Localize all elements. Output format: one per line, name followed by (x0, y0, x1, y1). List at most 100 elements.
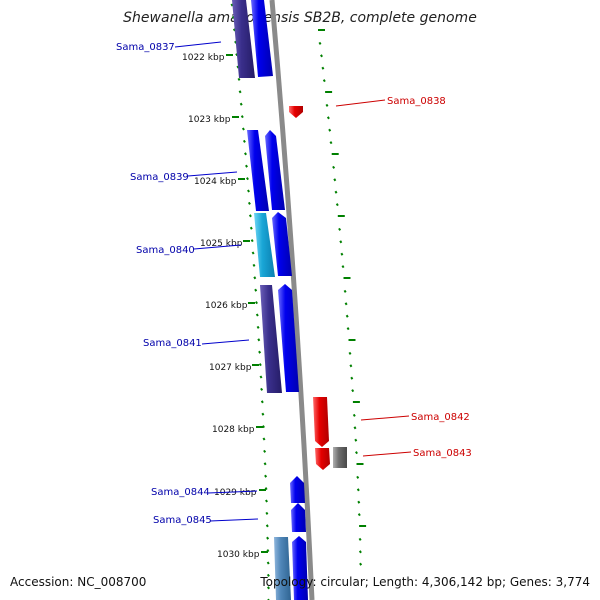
gene-arrow-next-b[interactable] (292, 536, 308, 600)
outer-tick-dash (357, 500, 361, 504)
gene-arrow-sama-0841-a[interactable] (260, 285, 282, 393)
gene-label-sama-0837[interactable]: Sama_0837 (116, 42, 175, 53)
inner-tick-dash (257, 338, 261, 342)
inner-tick-dash (240, 115, 244, 119)
inner-tick-dash (265, 499, 268, 503)
inner-tick-dash (258, 350, 262, 354)
outer-tick-dash (352, 413, 356, 417)
inner-tick-dash (245, 164, 248, 168)
leader-line-sama-0838 (335, 99, 386, 107)
outer-tick-dash (343, 289, 347, 293)
outer-tick-track (318, 29, 367, 566)
gene-arrow-sama-0840-b[interactable] (272, 212, 292, 276)
inner-tick-dash (264, 474, 268, 478)
inner-tick-dash (254, 288, 258, 292)
scale-tick-label: 1022 kbp (182, 53, 225, 63)
inner-tick-dash (263, 462, 267, 466)
gene-arrow-sama-0839-b[interactable] (265, 130, 285, 210)
inner-tick-dash (249, 226, 253, 230)
inner-tick-dash (266, 549, 270, 553)
leader-line-sama-0839 (187, 171, 238, 177)
inner-tick-dash (230, 3, 234, 7)
gene-arrow-sama-0840-a[interactable] (254, 213, 275, 277)
outer-tick-dash (356, 475, 360, 479)
leader-line-sama-0842 (360, 415, 410, 421)
outer-tick-dash (344, 302, 348, 306)
outer-tick-dash (356, 488, 360, 492)
inner-tick-dash (238, 90, 242, 94)
gene-label-sama-0844[interactable]: Sama_0844 (151, 487, 210, 498)
leader-line-sama-0845 (209, 518, 259, 522)
outer-tick-dash (349, 364, 353, 368)
scale-tick-label: 1023 kbp (188, 115, 231, 125)
outer-tick-dash (321, 66, 325, 70)
inner-tick-dash (267, 586, 270, 590)
gene-label-sama-0843[interactable]: Sama_0843 (413, 448, 472, 459)
outer-tick-dash (332, 165, 336, 169)
accession-label: Accession: NC_008700 (10, 575, 147, 589)
gene-label-sama-0841[interactable]: Sama_0841 (143, 338, 202, 349)
inner-tick-dash (247, 201, 251, 205)
gene-label-sama-0840[interactable]: Sama_0840 (136, 245, 195, 256)
inner-tick-dash (261, 412, 265, 416)
inner-tick-dash (231, 15, 235, 19)
inner-tick-dash (260, 400, 264, 404)
map-title: Shewanella amazonensis SB2B, complete ge… (123, 10, 477, 26)
inner-tick-dash (237, 77, 241, 81)
inner-tick-dash (265, 511, 269, 515)
gene-labels: Sama_0837 Sama_0838 Sama_0839 Sama_0840 … (116, 42, 472, 526)
leader-line-sama-0837 (174, 41, 222, 48)
backbone-arc (269, 0, 315, 600)
inner-tick-dash (260, 387, 264, 391)
gene-arrow-sama-0844[interactable] (290, 476, 305, 503)
leader-line-sama-0840 (193, 244, 242, 250)
outer-tick-dash (329, 141, 333, 145)
scale-tick-label: 1030 kbp (217, 550, 260, 560)
outer-tick-dash (351, 389, 355, 393)
gene-arrow-sama-0843-a[interactable] (315, 448, 330, 470)
scale-tick-label: 1028 kbp (212, 425, 255, 435)
inner-tick-dash (266, 573, 270, 577)
inner-tick-dash (251, 251, 255, 255)
gene-arrow-sama-0845[interactable] (291, 503, 306, 532)
outer-tick-dash (358, 550, 362, 554)
scale-tick-label: 1025 kbp (200, 239, 243, 249)
gene-arrow-sama-0838[interactable] (289, 106, 303, 118)
scale-tick-label: 1027 kbp (209, 363, 252, 373)
outer-tick-dash (359, 562, 363, 566)
gene-arrow-next-a[interactable] (274, 537, 291, 600)
inner-tick-dash (252, 263, 256, 267)
outer-tick-dash (357, 513, 361, 517)
scale-ticks: 1022 kbp 1023 kbp 1024 kbp 1025 kbp 1026… (182, 53, 268, 560)
outer-tick-dash (334, 190, 338, 194)
outer-tick-dash (346, 327, 350, 331)
forward-strand-genes (232, 0, 308, 600)
inner-tick-dash (266, 561, 270, 565)
outer-tick-dash (328, 128, 332, 132)
inner-tick-dash (248, 214, 252, 218)
outer-tick-dash (341, 265, 345, 269)
outer-tick-dash (354, 438, 358, 442)
inner-tick-dash (262, 425, 265, 429)
leader-line-sama-0841 (201, 339, 250, 345)
gene-arrow-sama-0842[interactable] (313, 397, 329, 447)
genome-summary: Topology: circular; Length: 4,306,142 bp… (260, 575, 590, 589)
outer-tick-dash (348, 351, 352, 355)
outer-tick-dash (353, 426, 357, 430)
gene-arrow-sama-0839-a[interactable] (247, 130, 269, 211)
gene-arrow-sama-0841-b[interactable] (278, 284, 299, 392)
gene-label-sama-0839[interactable]: Sama_0839 (130, 172, 189, 183)
reverse-strand-genes (289, 106, 347, 470)
inner-tick-dash (241, 127, 245, 131)
gene-arrow-sama-0843-b[interactable] (333, 447, 347, 468)
gene-label-sama-0838[interactable]: Sama_0838 (387, 96, 446, 107)
scale-tick-label: 1024 kbp (194, 177, 237, 187)
gene-arrow-sama-0837-a[interactable] (232, 0, 255, 78)
inner-tick-dash (239, 102, 243, 106)
inner-tick-dash (255, 313, 259, 317)
gene-label-sama-0842[interactable]: Sama_0842 (411, 412, 470, 423)
gene-label-sama-0845[interactable]: Sama_0845 (153, 515, 212, 526)
gene-arrow-sama-0837-b[interactable] (251, 0, 273, 77)
inner-tick-dash (255, 301, 258, 305)
